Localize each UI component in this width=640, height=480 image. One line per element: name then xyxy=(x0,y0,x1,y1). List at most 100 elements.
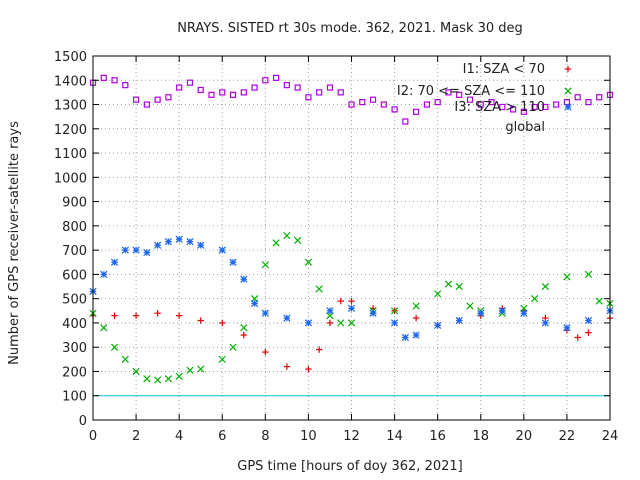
data-point xyxy=(498,307,506,315)
data-point xyxy=(175,372,183,380)
data-point xyxy=(240,324,248,332)
data-point xyxy=(197,241,205,249)
data-point xyxy=(154,241,162,249)
data-point xyxy=(520,309,528,317)
data-point xyxy=(164,375,173,383)
data-point xyxy=(434,99,441,106)
data-point xyxy=(413,108,420,115)
data-point xyxy=(390,307,399,315)
legend-label: I1: SZA < 70 xyxy=(463,62,545,77)
data-point xyxy=(337,89,344,96)
data-point xyxy=(197,86,204,94)
y-tick-label: 200 xyxy=(62,365,87,380)
series-3 xyxy=(89,235,614,342)
data-point xyxy=(186,238,194,246)
x-tick-label: 6 xyxy=(218,429,226,444)
data-point xyxy=(434,290,442,298)
data-point xyxy=(315,346,323,353)
data-point xyxy=(402,118,409,125)
data-point xyxy=(111,77,118,84)
data-point xyxy=(316,89,323,96)
x-tick-label: 22 xyxy=(559,429,576,444)
data-point xyxy=(530,295,539,303)
data-point xyxy=(444,280,453,288)
x-tick-label: 4 xyxy=(175,429,183,444)
data-point xyxy=(261,309,269,317)
data-point xyxy=(347,319,356,327)
data-point xyxy=(261,261,269,269)
y-tick-label: 900 xyxy=(62,196,87,211)
y-tick-label: 0 xyxy=(79,414,87,429)
data-point xyxy=(262,348,269,356)
grid xyxy=(93,56,610,420)
data-point xyxy=(143,101,150,108)
data-point xyxy=(585,329,592,336)
data-point xyxy=(455,282,463,291)
data-point xyxy=(132,312,140,319)
data-point xyxy=(531,103,538,111)
x-tick-label: 20 xyxy=(516,429,533,444)
y-tick-label: 100 xyxy=(62,390,87,405)
x-tick-label: 8 xyxy=(261,429,269,444)
data-point xyxy=(337,319,345,327)
data-point xyxy=(499,103,506,111)
data-point xyxy=(304,258,313,266)
data-point xyxy=(132,246,140,254)
data-point xyxy=(218,246,226,254)
x-tick-label: 18 xyxy=(472,429,489,444)
data-point xyxy=(305,365,312,373)
legend-marker xyxy=(564,65,572,73)
data-point xyxy=(315,285,323,293)
data-point xyxy=(218,355,226,363)
data-point xyxy=(154,376,162,384)
data-point xyxy=(100,74,107,81)
data-point xyxy=(229,343,237,351)
data-point xyxy=(455,316,463,325)
data-point xyxy=(380,101,387,108)
data-point xyxy=(466,302,474,310)
data-point xyxy=(456,91,463,98)
data-point xyxy=(240,275,248,283)
data-point xyxy=(488,99,495,106)
data-point xyxy=(283,82,290,89)
data-point xyxy=(154,310,161,317)
data-point xyxy=(466,96,474,103)
y-tick-label: 500 xyxy=(62,293,87,308)
data-point xyxy=(390,319,399,327)
data-point xyxy=(369,309,377,317)
y-tick-label: 1400 xyxy=(54,74,87,89)
data-point xyxy=(100,270,108,279)
data-point xyxy=(477,101,484,108)
y-tick-label: 600 xyxy=(62,268,87,283)
data-point xyxy=(412,331,420,339)
data-point xyxy=(132,367,140,376)
y-tick-label: 1100 xyxy=(54,147,87,162)
data-point xyxy=(283,314,291,322)
legend-label: I3: SZA > 110 xyxy=(454,100,545,115)
legend-label: global xyxy=(505,120,545,135)
data-point xyxy=(175,312,183,319)
legend-label: I2: 70 <= SZA <= 110 xyxy=(397,84,545,99)
data-point xyxy=(262,77,269,84)
data-point xyxy=(121,355,129,363)
data-point xyxy=(574,94,581,101)
data-point xyxy=(240,331,247,339)
y-tick-label: 700 xyxy=(62,244,87,259)
data-point xyxy=(208,91,215,98)
data-point xyxy=(121,246,129,254)
data-point xyxy=(229,91,237,98)
legend-marker xyxy=(564,87,572,95)
data-point xyxy=(553,101,560,108)
data-point xyxy=(520,108,527,115)
x-axis-label: GPS time [hours of doy 362, 2021] xyxy=(237,459,462,474)
series-4 xyxy=(89,74,614,125)
data-point xyxy=(541,319,549,327)
data-point xyxy=(563,99,571,106)
data-point xyxy=(294,84,301,91)
y-axis-label: Number of GPS receiver-satellite rays xyxy=(7,121,22,365)
data-point xyxy=(434,321,442,329)
data-point xyxy=(596,94,603,101)
data-point xyxy=(251,84,258,91)
